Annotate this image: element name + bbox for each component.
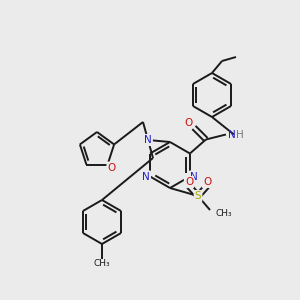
Text: N: N [190, 172, 198, 182]
Text: O: O [185, 177, 193, 187]
Text: O: O [185, 118, 193, 128]
Text: N: N [144, 135, 152, 145]
Text: CH₃: CH₃ [215, 208, 232, 217]
Text: O: O [203, 177, 211, 187]
Text: O: O [107, 163, 116, 172]
Text: CH₃: CH₃ [94, 260, 110, 268]
Text: N: N [228, 130, 236, 140]
Text: H: H [236, 130, 244, 140]
Text: N: N [142, 172, 150, 182]
Text: S: S [195, 191, 201, 201]
